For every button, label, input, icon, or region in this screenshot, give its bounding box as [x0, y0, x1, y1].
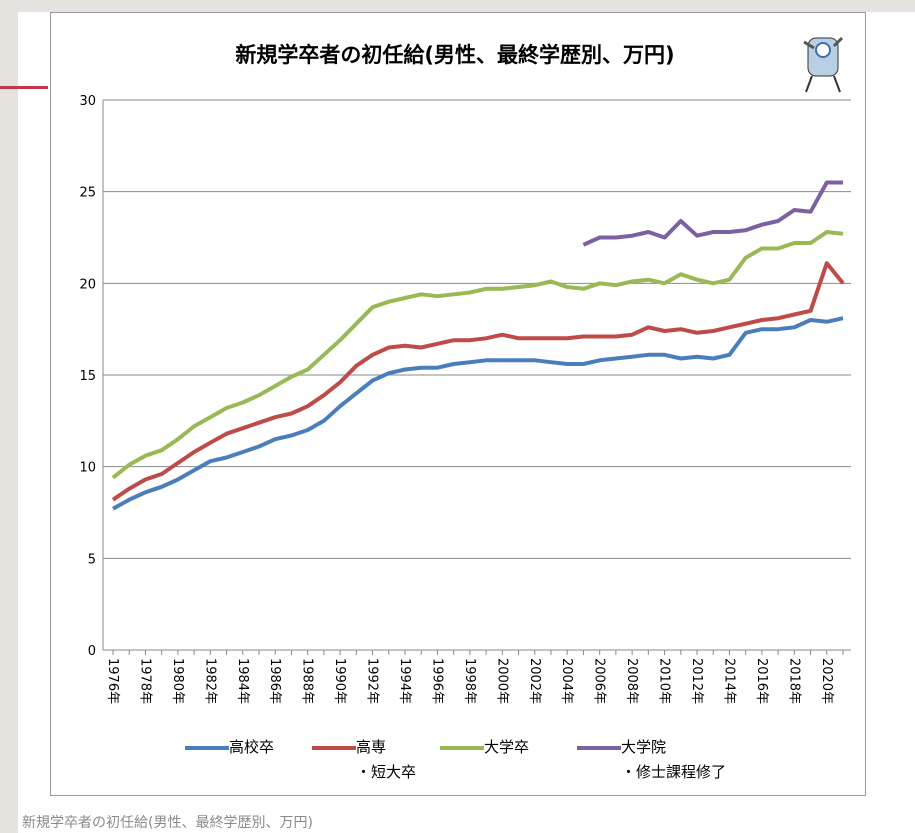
x-tick-label: 1976年 — [105, 658, 120, 704]
x-tick-label: 1990年 — [332, 658, 347, 704]
x-tick-label: 1994年 — [397, 658, 412, 704]
series-line — [111, 261, 845, 502]
x-tick-label: 1980年 — [170, 658, 185, 704]
x-tick-label: 2014年 — [721, 658, 736, 704]
x-tick-label: 1988年 — [300, 658, 315, 704]
x-tick-label: 2006年 — [592, 658, 607, 704]
x-tick-label: 1978年 — [137, 658, 152, 704]
series-line — [582, 180, 843, 247]
legend-label: 高校卒 — [229, 738, 275, 756]
x-tick-label: 1984年 — [235, 658, 250, 704]
x-tick-label: 1992年 — [365, 658, 380, 704]
x-tick-label: 2002年 — [527, 658, 542, 704]
caption: 新規学卒者の初任給(男性、最終学歴別、万円) — [22, 815, 313, 831]
series-line — [112, 316, 844, 511]
x-tick-label: 2010年 — [657, 658, 672, 704]
y-tick-label: 25 — [79, 186, 96, 201]
y-tick-label: 10 — [79, 461, 96, 476]
legend-label: 大学院 ・修士課程修了 — [621, 738, 727, 781]
x-tick-label: 1986年 — [267, 658, 282, 704]
y-tick-label: 5 — [88, 552, 96, 567]
x-tick-label: 2004年 — [559, 658, 574, 704]
accent-line — [0, 86, 48, 89]
x-tick-label: 2008年 — [624, 658, 639, 704]
y-tick-label: 30 — [79, 94, 96, 109]
x-tick-label: 2018年 — [786, 658, 801, 704]
chart-frame — [50, 12, 866, 796]
x-tick-label: 1998年 — [462, 658, 477, 704]
y-tick-label: 0 — [88, 644, 96, 659]
series-line — [111, 230, 844, 480]
x-tick-label: 2016年 — [754, 658, 769, 704]
mascot-icon — [803, 36, 844, 93]
background-strip — [0, 0, 18, 833]
x-tick-label: 2020年 — [819, 658, 834, 704]
x-tick-label: 2012年 — [689, 658, 704, 704]
legend-label: 高専 ・短大卒 — [356, 738, 417, 781]
x-tick-label: 2000年 — [494, 658, 509, 704]
background-band — [0, 0, 915, 12]
y-tick-label: 15 — [79, 369, 96, 384]
legend-label: 大学卒 — [484, 738, 530, 756]
y-tick-label: 20 — [79, 277, 96, 292]
x-tick-label: 1982年 — [202, 658, 217, 704]
x-tick-label: 1996年 — [429, 658, 444, 704]
chart-title: 新規学卒者の初任給(男性、最終学歴別、万円) — [235, 43, 674, 67]
